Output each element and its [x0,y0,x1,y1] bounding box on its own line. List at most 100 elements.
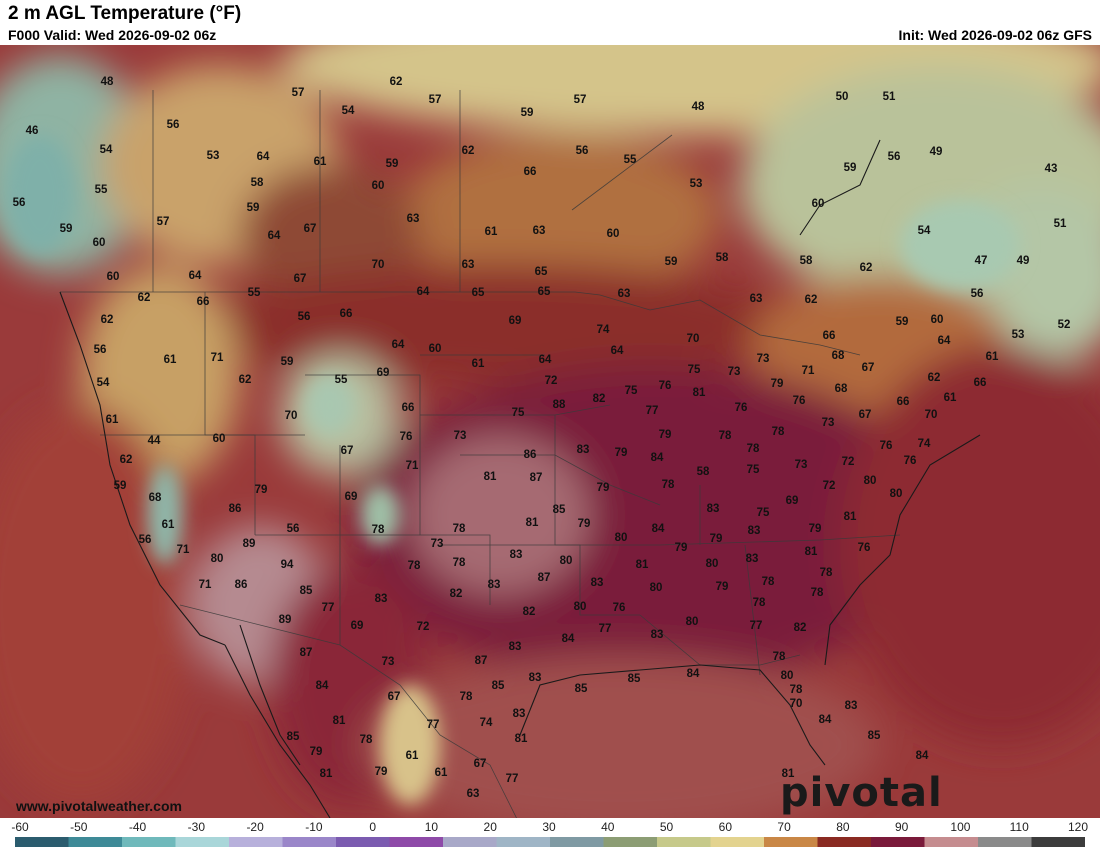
temperature-value: 76 [857,542,871,554]
temperature-value: 60 [811,198,825,210]
temperature-value: 78 [746,443,760,455]
temperature-value: 80 [705,558,719,570]
temperature-value: 55 [247,287,261,299]
legend-tick-label: -40 [128,820,147,834]
temperature-value: 63 [406,213,420,225]
temperature-value: 71 [405,460,419,472]
temperature-value: 79 [715,581,729,593]
temperature-value: 81 [483,471,497,483]
temperature-value: 81 [514,733,528,745]
temperature-value: 67 [340,445,354,457]
temperature-value: 55 [623,154,637,166]
legend-tick-label: -30 [187,820,205,834]
temperature-value: 83 [844,700,858,712]
temperature-value: 54 [341,105,355,117]
temperature-value: 78 [452,523,466,535]
temperature-value: 79 [254,484,268,496]
valid-time: F000 Valid: Wed 2026-09-02 06z [8,27,217,43]
temperature-value: 66 [196,296,210,308]
temperature-value: 70 [686,333,700,345]
temperature-value: 78 [459,691,473,703]
temperature-value: 61 [161,519,175,531]
temperature-value: 79 [770,378,784,390]
temperature-value: 44 [147,435,161,447]
temperature-value: 81 [843,511,857,523]
legend-tick-label: -60 [11,820,29,834]
legend-color-swatch [336,837,390,847]
temperature-value: 80 [559,555,573,567]
temperature-value: 66 [822,330,836,342]
temperature-value: 67 [473,758,487,770]
legend-color-swatch [389,837,444,847]
temperature-value: 58 [799,255,813,267]
temperature-value: 52 [1057,319,1071,331]
temperature-value: 62 [804,294,818,306]
temperature-value: 79 [374,766,388,778]
temperature-value: 83 [487,579,501,591]
temperature-value: 69 [508,315,522,327]
temperature-value: 50 [835,91,849,103]
temperature-value: 83 [747,525,761,537]
legend-tick-label: 80 [836,820,850,834]
temperature-value: 66 [896,396,910,408]
legend-color-swatch [710,837,765,847]
temperature-value: 43 [1044,163,1058,175]
temperature-value: 78 [371,524,385,536]
temperature-value: 73 [430,538,444,550]
temperature-value: 82 [592,393,606,405]
temperature-value: 80 [863,475,877,487]
temperature-value: 75 [624,385,638,397]
temperature-value: 73 [381,656,395,668]
legend-color-swatch [229,837,283,847]
temperature-value: 53 [206,150,220,162]
temperature-value: 75 [687,364,701,376]
temperature-value: 61 [405,750,419,762]
legend-tick-label: 40 [601,820,615,834]
temperature-value: 80 [614,532,628,544]
temperature-value: 85 [867,730,881,742]
temperature-value: 84 [818,714,832,726]
temperature-value: 56 [12,197,26,209]
legend-tick-label: 0 [369,820,376,834]
temperature-value: 61 [943,392,957,404]
temperature-value: 69 [344,491,358,503]
temperature-value: 85 [491,680,505,692]
temperature-value: 72 [822,480,836,492]
legend-tick-label: 20 [483,820,497,834]
temperature-value: 57 [573,94,587,106]
temperature-value: 60 [428,343,442,355]
temperature-value: 60 [92,237,106,249]
temperature-value: 59 [385,158,399,170]
legend-color-swatch [443,837,497,847]
legend-color-swatch [764,837,818,847]
legend-color-swatch [496,837,551,847]
temperature-value: 64 [256,151,270,163]
temperature-value: 64 [267,230,281,242]
temperature-value: 83 [706,503,720,515]
temperature-value: 70 [371,259,385,271]
legend-tick-label: 70 [777,820,791,834]
temperature-value: 65 [537,286,551,298]
temperature-value: 81 [525,517,539,529]
legend-color-swatch [550,837,604,847]
temperature-value: 61 [985,351,999,363]
temperature-value: 49 [929,146,943,158]
temperature-value: 58 [715,252,729,264]
temperature-value: 62 [119,454,133,466]
temperature-value: 72 [416,621,430,633]
temperature-value: 68 [834,383,848,395]
temperature-value: 59 [113,480,127,492]
temperature-value: 82 [793,622,807,634]
temperature-value: 84 [915,750,929,762]
temperature-value: 55 [334,374,348,386]
temperature-value: 66 [339,308,353,320]
temperature-value: 57 [428,94,442,106]
temperature-value: 67 [387,691,401,703]
temperature-value: 81 [692,387,706,399]
temperature-value: 60 [106,271,120,283]
temperature-value: 61 [484,226,498,238]
temperature-value: 88 [552,399,566,411]
temperature-value: 81 [781,768,795,780]
temperature-value: 58 [250,177,264,189]
legend-tick-label: -20 [246,820,264,834]
